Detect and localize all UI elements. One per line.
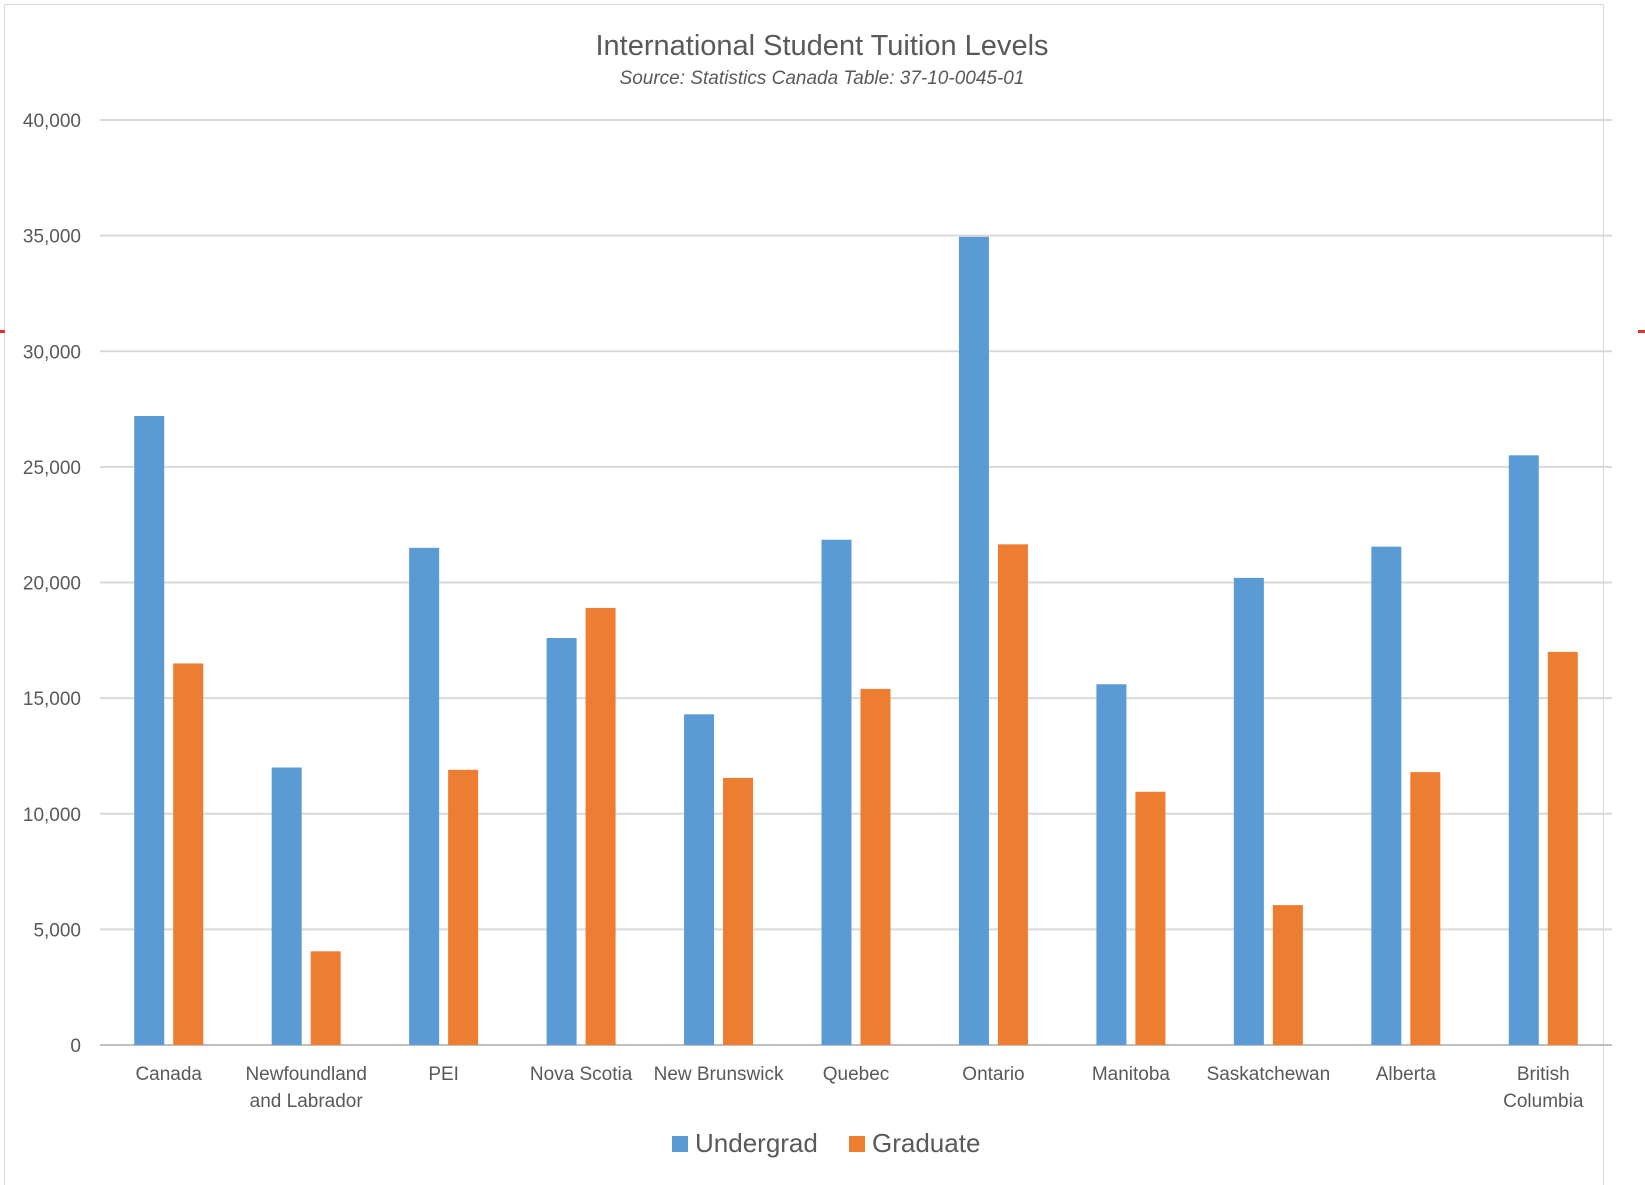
y-tick-label: 30,000 [23,342,81,363]
bar-graduate-7 [1135,791,1166,1045]
bar-graduate-3 [585,607,616,1045]
y-tick-label: 0 [70,1036,81,1057]
bar-graduate-6 [997,544,1028,1045]
bar-graduate-0 [173,663,204,1045]
x-tick-label: Alberta [1376,1064,1437,1085]
bar-graduate-4 [723,777,754,1045]
legend-swatch-graduate [849,1136,865,1152]
y-tick-label: 15,000 [23,689,81,710]
y-tick-label: 25,000 [23,458,81,479]
bar-undergrad-10 [1508,455,1539,1045]
bar-undergrad-8 [1233,577,1264,1045]
bar-undergrad-7 [1096,684,1127,1045]
bar-undergrad-9 [1371,546,1402,1045]
x-tick-label: Saskatchewan [1207,1064,1331,1085]
bar-graduate-1 [310,951,341,1045]
x-tick-label: Columbia [1503,1091,1584,1112]
bar-undergrad-4 [684,714,715,1045]
x-tick-label: Quebec [823,1064,890,1085]
bars [134,236,1578,1045]
bar-graduate-8 [1272,905,1303,1045]
y-tick-label: 40,000 [23,111,81,132]
x-tick-label: Canada [135,1064,202,1085]
x-tick-label: and Labrador [250,1091,364,1112]
x-tick-label: Nova Scotia [530,1064,633,1085]
chart-subtitle: Source: Statistics Canada Table: 37-10-0… [620,68,1025,89]
right-edge-marker [1638,330,1645,333]
chart-frame [4,4,1604,1185]
y-tick-label: 10,000 [23,805,81,826]
legend: Undergrad Graduate [672,1128,980,1158]
bar-graduate-5 [860,688,891,1045]
y-tick-label: 20,000 [23,574,81,595]
x-axis-labels: Canada Newfoundland and Labrador PEI Nova Sc… [135,1064,1583,1112]
y-tick-label: 5,000 [33,920,81,941]
y-tick-label: 35,000 [23,227,81,248]
bar-undergrad-2 [409,547,440,1045]
gridlines [100,119,1612,1046]
x-tick-label: Manitoba [1092,1064,1171,1085]
x-tick-label: New Brunswick [654,1064,784,1085]
chart-title: International Student Tuition Levels [595,30,1048,62]
bar-undergrad-5 [821,539,852,1045]
legend-label-undergrad: Undergrad [695,1128,818,1158]
legend-label-graduate: Graduate [872,1128,980,1158]
bar-graduate-10 [1547,651,1578,1045]
bar-undergrad-0 [134,416,165,1045]
x-tick-label: PEI [428,1064,459,1085]
bar-undergrad-6 [958,236,989,1045]
y-axis-ticks: 0 5,000 10,000 15,000 20,000 25,000 30,000 35,0… [23,111,81,1057]
x-tick-label: British [1517,1064,1570,1085]
bar-graduate-2 [448,769,479,1045]
x-tick-label: Newfoundland [245,1064,366,1085]
x-tick-label: Ontario [962,1064,1024,1085]
legend-swatch-undergrad [672,1136,688,1152]
bar-undergrad-1 [271,767,302,1045]
bar-graduate-9 [1410,772,1441,1045]
bar-undergrad-3 [546,638,577,1045]
left-edge-marker [0,330,5,333]
